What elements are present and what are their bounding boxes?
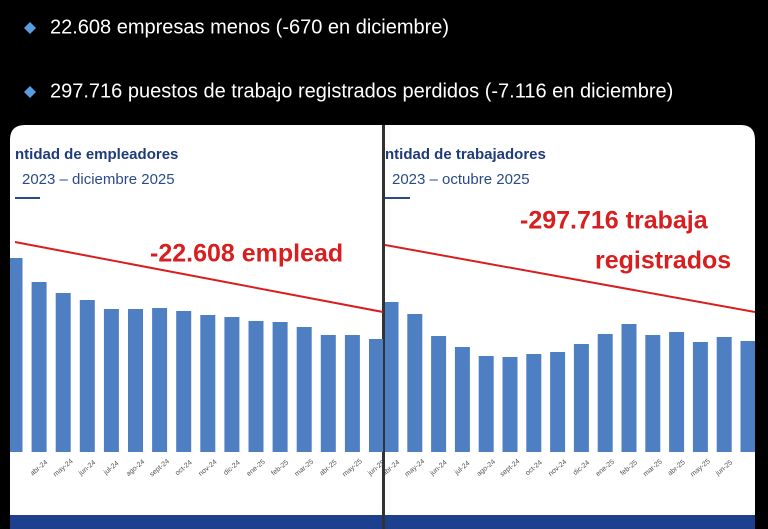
bar bbox=[692, 342, 708, 452]
annotation: -297.716 trabaja bbox=[520, 207, 709, 235]
bullet-text: 22.608 empresas menos (-670 en diciembre… bbox=[50, 16, 449, 38]
bar bbox=[550, 352, 566, 452]
bar bbox=[431, 336, 447, 452]
trend-line bbox=[14, 241, 383, 313]
bar bbox=[224, 317, 240, 452]
chart-title: ntidad de empleadores bbox=[15, 146, 178, 163]
bar bbox=[669, 332, 685, 452]
bar bbox=[200, 315, 216, 452]
bar bbox=[128, 309, 143, 452]
bar bbox=[79, 300, 95, 452]
bar bbox=[55, 293, 71, 452]
annotation: -22.608 emplead bbox=[150, 240, 343, 268]
bullet-diamond bbox=[24, 22, 36, 34]
bar bbox=[597, 334, 613, 452]
bullet-text: 297.716 puestos de trabajo registrados p… bbox=[50, 80, 673, 102]
bar bbox=[502, 357, 518, 452]
bar bbox=[296, 327, 312, 452]
bar bbox=[344, 335, 360, 452]
bar bbox=[645, 335, 661, 452]
chart-left: ntidad de empleadores 2023 – diciembre 20… bbox=[10, 146, 383, 478]
bullet-diamond bbox=[24, 86, 36, 98]
bar bbox=[103, 309, 119, 452]
bar bbox=[248, 321, 264, 452]
bar bbox=[478, 356, 494, 452]
bar bbox=[272, 322, 288, 452]
chart-subtitle: 2023 – octubre 2025 bbox=[392, 171, 530, 188]
bar bbox=[573, 344, 589, 452]
bar bbox=[31, 282, 47, 452]
annotation: registrados bbox=[595, 247, 731, 275]
bar bbox=[369, 339, 383, 452]
bar bbox=[152, 308, 168, 452]
bar bbox=[176, 311, 192, 452]
trend-line bbox=[385, 244, 755, 313]
bar bbox=[716, 337, 732, 452]
bar bbox=[740, 341, 755, 452]
chart-title: ntidad de trabajadores bbox=[385, 146, 546, 163]
divider bbox=[382, 125, 385, 529]
bar bbox=[407, 314, 423, 452]
chart-subtitle: 2023 – diciembre 2025 bbox=[22, 171, 175, 188]
bar bbox=[320, 335, 336, 452]
bar bbox=[621, 324, 637, 452]
bar bbox=[454, 347, 470, 452]
bar bbox=[526, 354, 542, 452]
bar bbox=[10, 258, 23, 452]
bar bbox=[385, 302, 399, 452]
